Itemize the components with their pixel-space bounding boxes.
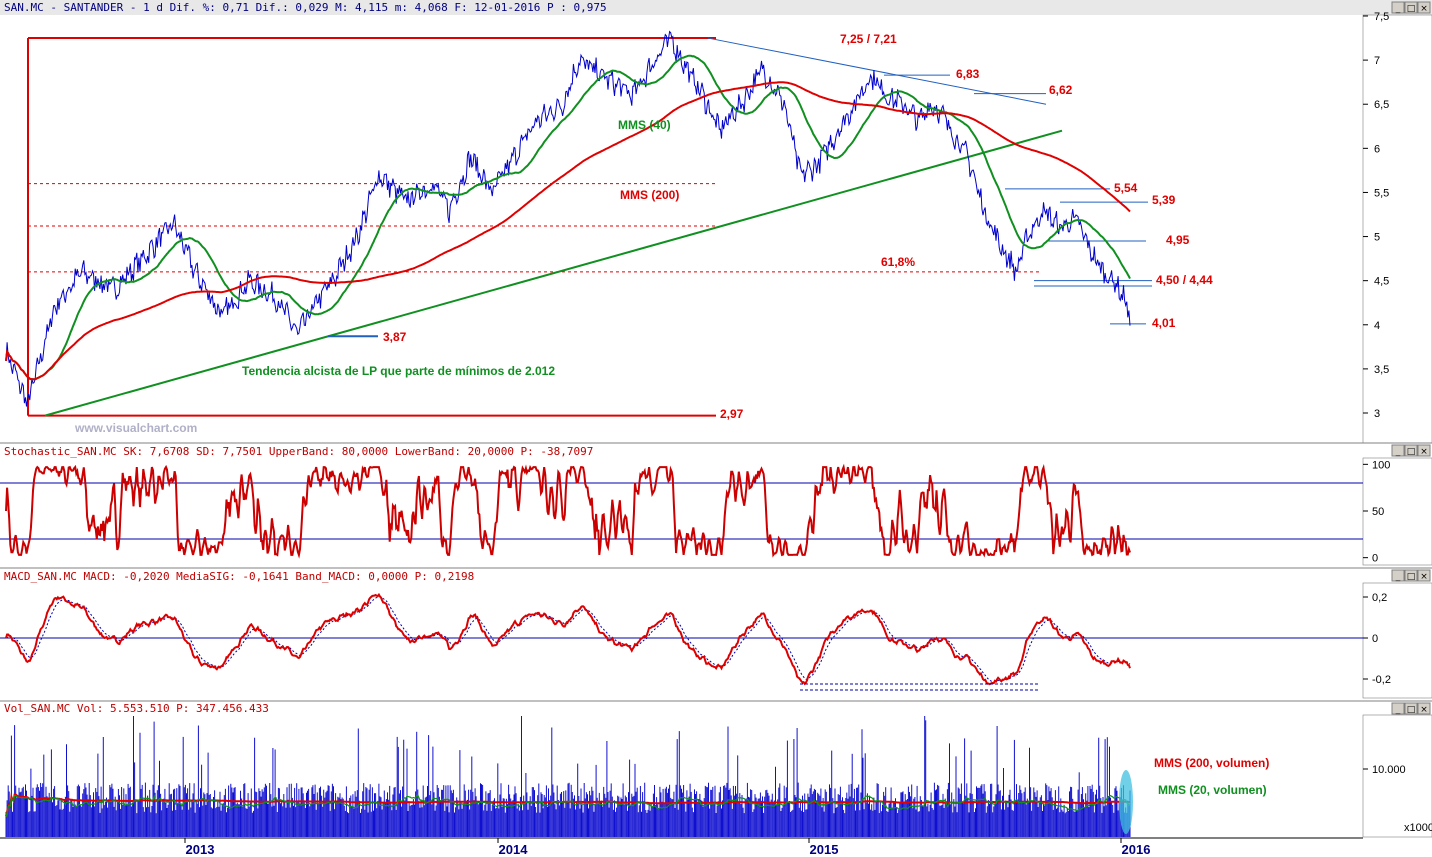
volume-legend-mms200: MMS (200, volumen) [1154,756,1269,770]
price-y-tick-label: 6,5 [1374,99,1389,111]
stochastic-y-tick-label: 50 [1372,506,1384,518]
window-button-label: × [1420,572,1428,582]
volume-y-axis [1362,714,1432,838]
price-y-ticks: 7,5 7 6,5 6 5,5 5 4,5 4 3,5 3 [1363,11,1389,420]
window-button[interactable] [1391,1,1405,14]
window-button-label: _ [1395,705,1401,715]
window-button-label: _ [1395,447,1401,457]
window-button[interactable] [1404,569,1418,582]
macd-panel: MACD_SAN.MC MACD: -0,2020 MediaSIG: -0,1… [0,567,1432,699]
price-y-axis [1362,14,1432,444]
stochastic-y-tick-label: 0 [1372,553,1378,565]
x-tick-label: 2013 [186,842,215,857]
volume-legend-mms20: MMS (20, volumen) [1158,783,1267,797]
price-header: SAN.MC - SANTANDER - 1 d Dif. %: 0,71 Di… [4,1,607,14]
trend-line [44,129,1063,417]
stochastic-y-tick-label: 100 [1372,459,1390,471]
window-button-label: □ [1407,572,1416,582]
volume-header: Vol_SAN.MC Vol: 5.553.510 P: 347.456.433 [4,702,269,715]
volume-y-tick-label: 10.000 [1372,764,1406,776]
window-button-label: _ [1395,572,1401,582]
stochastic-header: Stochastic_SAN.MC SK: 7,6708 SD: 7,7501 … [4,445,593,458]
volume-y-ticks: 10.000 [1363,764,1406,776]
window-button[interactable] [1417,702,1431,715]
level-label: 5,39 [1152,193,1176,207]
volume-panel: Vol_SAN.MC Vol: 5.553.510 P: 347.456.433… [0,700,1432,838]
volume-highlight [1119,770,1133,834]
window-button[interactable] [1391,569,1405,582]
window-button[interactable] [1417,444,1431,457]
level-label: 4,50 / 4,44 [1156,273,1213,287]
trend-annotation: Tendencia alcista de LP que parte de mín… [242,364,555,378]
level-label: 7,25 / 7,21 [840,32,897,46]
window-button-label: □ [1407,4,1416,14]
stochastic-series [5,463,1131,559]
price-y-tick-label: 4,5 [1374,276,1389,288]
window-button[interactable] [1417,1,1431,14]
x-tick-label: 2015 [810,842,839,857]
volume-mms20-series [5,794,1131,818]
volume-bars [5,716,1131,837]
stochastic-y-ticks: 100 50 0 [1363,459,1390,565]
window-button[interactable] [1391,702,1405,715]
volume-unit: x10000 [1404,822,1432,834]
window-button-label: □ [1407,447,1416,457]
price-y-tick-label: 5,5 [1374,187,1389,199]
window-button[interactable] [1417,569,1431,582]
price-header-bar [0,0,1432,15]
mms200-label: MMS (200) [620,188,679,202]
macd-y-tick-label: -0,2 [1372,674,1391,686]
window-button[interactable] [1391,444,1405,457]
price-y-tick-label: 3 [1374,408,1380,420]
x-tick-label: 2014 [499,842,529,857]
macd-y-ticks: 0,2 0 -0,2 [1363,592,1391,686]
level-label: 6,62 [1049,83,1073,97]
price-panel: SAN.MC - SANTANDER - 1 d Dif. %: 0,71 Di… [0,0,1432,444]
macd-y-axis [1362,582,1432,699]
price-series [5,30,1131,407]
window-button-label: _ [1395,4,1401,14]
macd-series [5,592,1131,686]
stochastic-panel: Stochastic_SAN.MC SK: 7,6708 SD: 7,7501 … [0,442,1432,566]
level-label: 4,95 [1166,233,1190,247]
level-label: 6,83 [956,67,980,81]
window-button-label: × [1420,4,1428,14]
macd-header: MACD_SAN.MC MACD: -0,2020 MediaSIG: -0,1… [4,570,474,583]
price-y-tick-label: 7,5 [1374,11,1389,23]
mms40-series [5,54,1131,381]
price-y-tick-label: 7 [1374,55,1380,67]
price-y-tick-label: 5 [1374,232,1380,244]
level-label: 4,01 [1152,316,1176,330]
window-button-label: × [1420,705,1428,715]
mms200-series [5,81,1131,381]
level-label: 2,97 [720,407,744,421]
level-label: 3,87 [383,330,407,344]
level-label: 5,54 [1114,181,1138,195]
price-y-tick-label: 6 [1374,143,1380,155]
mms40-label: MMS (40) [618,118,671,132]
x-tick-label: 2016 [1122,842,1151,857]
window-button[interactable] [1404,1,1418,14]
macd-y-tick-label: 0 [1372,633,1378,645]
price-y-tick-label: 4 [1374,320,1380,332]
window-button[interactable] [1404,702,1418,715]
watermark: www.visualchart.com [74,421,197,435]
level-label: 61,8% [881,255,915,269]
x-axis: 2013 2014 2015 2016 [0,837,1432,857]
window-button-label: □ [1407,705,1416,715]
macd-y-tick-label: 0,2 [1372,592,1387,604]
stochastic-y-axis [1362,457,1432,566]
price-y-tick-label: 3,5 [1374,364,1389,376]
window-button-label: × [1420,447,1428,457]
window-button[interactable] [1404,444,1418,457]
